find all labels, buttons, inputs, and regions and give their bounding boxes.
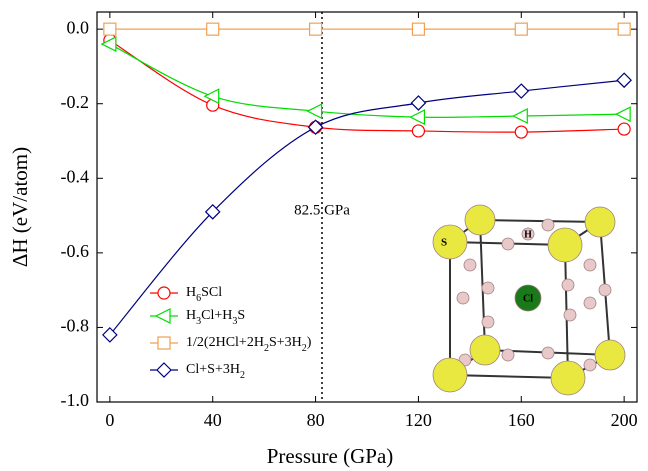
s-atom bbox=[433, 225, 467, 259]
series-line bbox=[110, 40, 624, 132]
marker bbox=[308, 104, 322, 118]
marker bbox=[412, 23, 424, 35]
legend-label: Cl+S+3H2 bbox=[186, 362, 245, 381]
h-atom bbox=[457, 292, 469, 304]
h-atom bbox=[464, 259, 476, 271]
marker bbox=[158, 337, 170, 349]
y-tick-label: -0.2 bbox=[61, 92, 90, 112]
h-atom bbox=[542, 219, 554, 231]
legend-label: 1/2(2HCl+2H2S+3H2) bbox=[186, 335, 312, 354]
y-tick-label: -1.0 bbox=[61, 390, 90, 410]
y-tick-label: -0.6 bbox=[61, 241, 90, 261]
s-atom bbox=[585, 207, 615, 237]
inset-label: H bbox=[524, 229, 532, 240]
x-tick-label: 200 bbox=[611, 410, 638, 430]
marker bbox=[158, 287, 170, 299]
h-atom bbox=[584, 297, 596, 309]
x-tick-label: 160 bbox=[508, 410, 535, 430]
h-atom bbox=[502, 349, 514, 361]
marker bbox=[411, 96, 425, 110]
h-atom bbox=[542, 347, 554, 359]
series-line bbox=[110, 44, 624, 117]
h-atom bbox=[564, 309, 576, 321]
marker bbox=[617, 73, 631, 87]
marker bbox=[410, 110, 424, 124]
h-atom bbox=[584, 359, 596, 371]
marker bbox=[412, 125, 424, 137]
marker bbox=[515, 126, 527, 138]
inset-label: S bbox=[441, 237, 447, 249]
marker bbox=[618, 123, 630, 135]
marker bbox=[207, 23, 219, 35]
x-tick-label: 120 bbox=[405, 410, 432, 430]
marker bbox=[616, 107, 630, 121]
s-atom bbox=[595, 340, 625, 370]
marker bbox=[513, 109, 527, 123]
y-axis-label: ΔH (eV/atom) bbox=[8, 147, 32, 267]
h-atom bbox=[502, 238, 514, 250]
annotation: 82.5 GPa bbox=[294, 202, 350, 218]
y-tick-label: -0.4 bbox=[61, 166, 90, 186]
marker bbox=[618, 23, 630, 35]
s-atom bbox=[470, 335, 500, 365]
chart: Pressure (GPa) ΔH (eV/atom) S H Cl 0 40 80… bbox=[0, 0, 648, 471]
marker bbox=[309, 120, 323, 134]
s-atom bbox=[465, 205, 495, 235]
marker bbox=[156, 309, 170, 323]
marker bbox=[157, 363, 171, 377]
marker bbox=[310, 23, 322, 35]
x-tick-label: 0 bbox=[105, 410, 114, 430]
h-atom bbox=[562, 279, 574, 291]
s-atom bbox=[433, 358, 467, 392]
marker bbox=[104, 23, 116, 35]
marker bbox=[515, 23, 527, 35]
marker bbox=[103, 328, 117, 342]
s-atom bbox=[548, 228, 582, 262]
s-atom bbox=[551, 361, 585, 395]
x-tick-label: 40 bbox=[204, 410, 222, 430]
y-tick-label: -0.8 bbox=[61, 316, 90, 336]
h-atom bbox=[482, 316, 494, 328]
legend-label: H3Cl+H3S bbox=[186, 308, 245, 327]
h-atom bbox=[584, 259, 596, 271]
marker bbox=[514, 84, 528, 98]
h-atom bbox=[482, 282, 494, 294]
x-axis-label: Pressure (GPa) bbox=[267, 444, 394, 468]
h-atom bbox=[599, 284, 611, 296]
legend-label: H6SCl bbox=[186, 285, 222, 304]
y-tick-label: 0.0 bbox=[67, 17, 90, 37]
x-tick-label: 80 bbox=[307, 410, 325, 430]
inset-label: Cl bbox=[523, 293, 533, 304]
